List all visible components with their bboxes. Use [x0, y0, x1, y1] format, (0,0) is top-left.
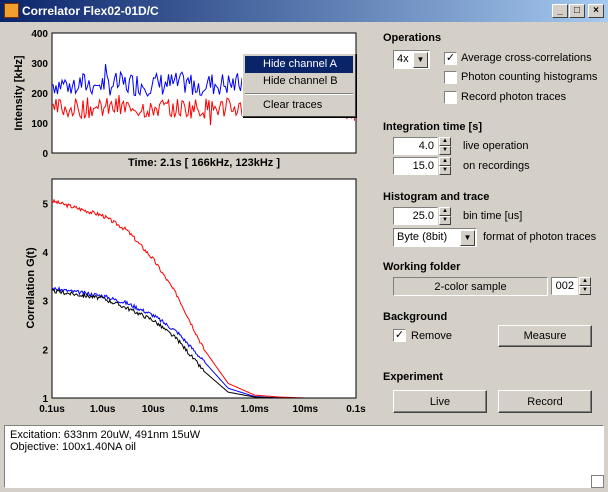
operations-mode-value: 4x — [397, 53, 409, 65]
correlation-xtick: 10us — [142, 404, 165, 415]
intensity-ytick: 200 — [31, 89, 48, 100]
avg-cross-checkbox[interactable]: ✓ — [444, 52, 457, 65]
window-title: Correlator Flex02-01D/C — [22, 4, 159, 18]
folder-index-spinner[interactable]: ▲ ▼ — [579, 277, 591, 295]
spin-down-icon[interactable]: ▼ — [439, 216, 451, 225]
chevron-down-icon[interactable]: ▼ — [413, 52, 428, 68]
correlation-xtick: 10ms — [293, 404, 319, 415]
notes-line: Objective: 100x1.40NA oil — [10, 441, 136, 453]
correlation-ytick: 4 — [42, 248, 48, 259]
rec-time-spinner[interactable]: ▲ ▼ — [439, 157, 451, 175]
correlation-ytick: 1 — [42, 394, 48, 405]
correlation-ylabel: Correlation G(t) — [25, 247, 37, 329]
rec-time-input[interactable]: 15.0 — [393, 157, 438, 175]
bin-time-spinner[interactable]: ▲ ▼ — [439, 207, 451, 225]
spin-down-icon[interactable]: ▼ — [579, 286, 591, 295]
context-menu[interactable]: Hide channel A Hide channel B Clear trac… — [242, 53, 356, 117]
folder-header: Working folder — [383, 261, 461, 273]
notes-textarea[interactable]: Excitation: 633nm 20uW, 491nm 15uW Objec… — [4, 425, 604, 488]
menu-separator — [245, 93, 353, 95]
folder-name-field[interactable]: 2-color sample — [393, 277, 548, 296]
correlation-ytick: 3 — [42, 297, 48, 308]
measure-button[interactable]: Measure — [498, 325, 592, 347]
intensity-ytick: 300 — [31, 59, 48, 70]
maximize-button[interactable]: □ — [569, 4, 585, 18]
record-button[interactable]: Record — [498, 390, 592, 413]
menu-item-hide-channel-a[interactable]: Hide channel A — [245, 56, 353, 73]
correlation-plot[interactable]: Correlation G(t) 5 4 3 2 1 0.1us 1.0us 10us 0.1… — [0, 176, 380, 416]
title-bar[interactable]: Correlator Flex02-01D/C _ □ × — [0, 0, 608, 22]
correlation-ytick: 5 — [42, 199, 48, 210]
correlation-plot-svg: Correlation G(t) 5 4 3 2 1 0.1us 1.0us 10us 0.1… — [25, 178, 366, 415]
live-time-label: live operation — [463, 140, 529, 152]
correlation-ytick: 2 — [42, 345, 48, 356]
live-time-input[interactable]: 4.0 — [393, 137, 438, 155]
resize-grip-icon[interactable] — [591, 475, 604, 488]
histogram-header: Histogram and trace — [383, 191, 490, 203]
intensity-ytick: 100 — [31, 119, 48, 130]
intensity-ytick: 0 — [42, 149, 48, 160]
menu-item-hide-channel-b[interactable]: Hide channel B — [263, 75, 338, 87]
folder-index-input[interactable]: 002 — [551, 277, 578, 295]
spin-down-icon[interactable]: ▼ — [439, 166, 451, 175]
correlation-xtick: 1.0us — [90, 404, 116, 415]
trace-format-select[interactable]: Byte (8bit) ▼ — [393, 228, 477, 247]
correlation-xtick: 1.0ms — [240, 404, 269, 415]
bin-time-label: bin time [us] — [463, 210, 523, 222]
correlation-xtick: 0.1us — [39, 404, 65, 415]
spin-up-icon[interactable]: ▲ — [579, 277, 591, 286]
experiment-header: Experiment — [383, 371, 443, 383]
trace-format-value: Byte (8bit) — [397, 231, 448, 243]
background-header: Background — [383, 311, 448, 323]
trace-format-label: format of photon traces — [483, 231, 597, 243]
photon-hist-checkbox[interactable] — [444, 71, 457, 84]
correlation-xtick: 0.1ms — [190, 404, 219, 415]
spin-up-icon[interactable]: ▲ — [439, 137, 451, 146]
close-button[interactable]: × — [588, 4, 604, 18]
record-traces-label: Record photon traces — [461, 91, 567, 103]
intensity-ylabel: Intensity [kHz] — [13, 55, 25, 131]
intensity-caption: Time: 2.1s [ 166kHz, 123kHz ] — [127, 157, 281, 169]
spin-up-icon[interactable]: ▲ — [439, 207, 451, 216]
menu-item-clear-traces[interactable]: Clear traces — [263, 99, 323, 111]
chevron-down-icon[interactable]: ▼ — [460, 230, 475, 246]
live-time-spinner[interactable]: ▲ ▼ — [439, 137, 451, 155]
minimize-button[interactable]: _ — [552, 4, 568, 18]
live-button[interactable]: Live — [393, 390, 487, 413]
correlation-xtick: 0.1s — [346, 404, 366, 415]
spin-down-icon[interactable]: ▼ — [439, 146, 451, 155]
spin-up-icon[interactable]: ▲ — [439, 157, 451, 166]
integration-header: Integration time [s] — [383, 121, 483, 133]
record-traces-checkbox[interactable] — [444, 91, 457, 104]
remove-background-checkbox[interactable]: ✓ — [393, 329, 406, 342]
rec-time-label: on recordings — [463, 160, 530, 172]
bin-time-input[interactable]: 25.0 — [393, 207, 438, 225]
intensity-ytick: 400 — [31, 29, 48, 40]
correlation-series-line — [51, 288, 356, 399]
app-icon — [4, 3, 19, 18]
operations-mode-select[interactable]: 4x ▼ — [393, 50, 430, 69]
photon-hist-label: Photon counting histograms — [461, 71, 598, 83]
notes-line: Excitation: 633nm 20uW, 491nm 15uW — [10, 429, 201, 441]
avg-cross-label: Average cross-correlations — [461, 52, 592, 64]
operations-header: Operations — [383, 32, 442, 44]
remove-background-label: Remove — [411, 330, 452, 342]
menu-item-label: Hide channel A — [263, 58, 337, 70]
